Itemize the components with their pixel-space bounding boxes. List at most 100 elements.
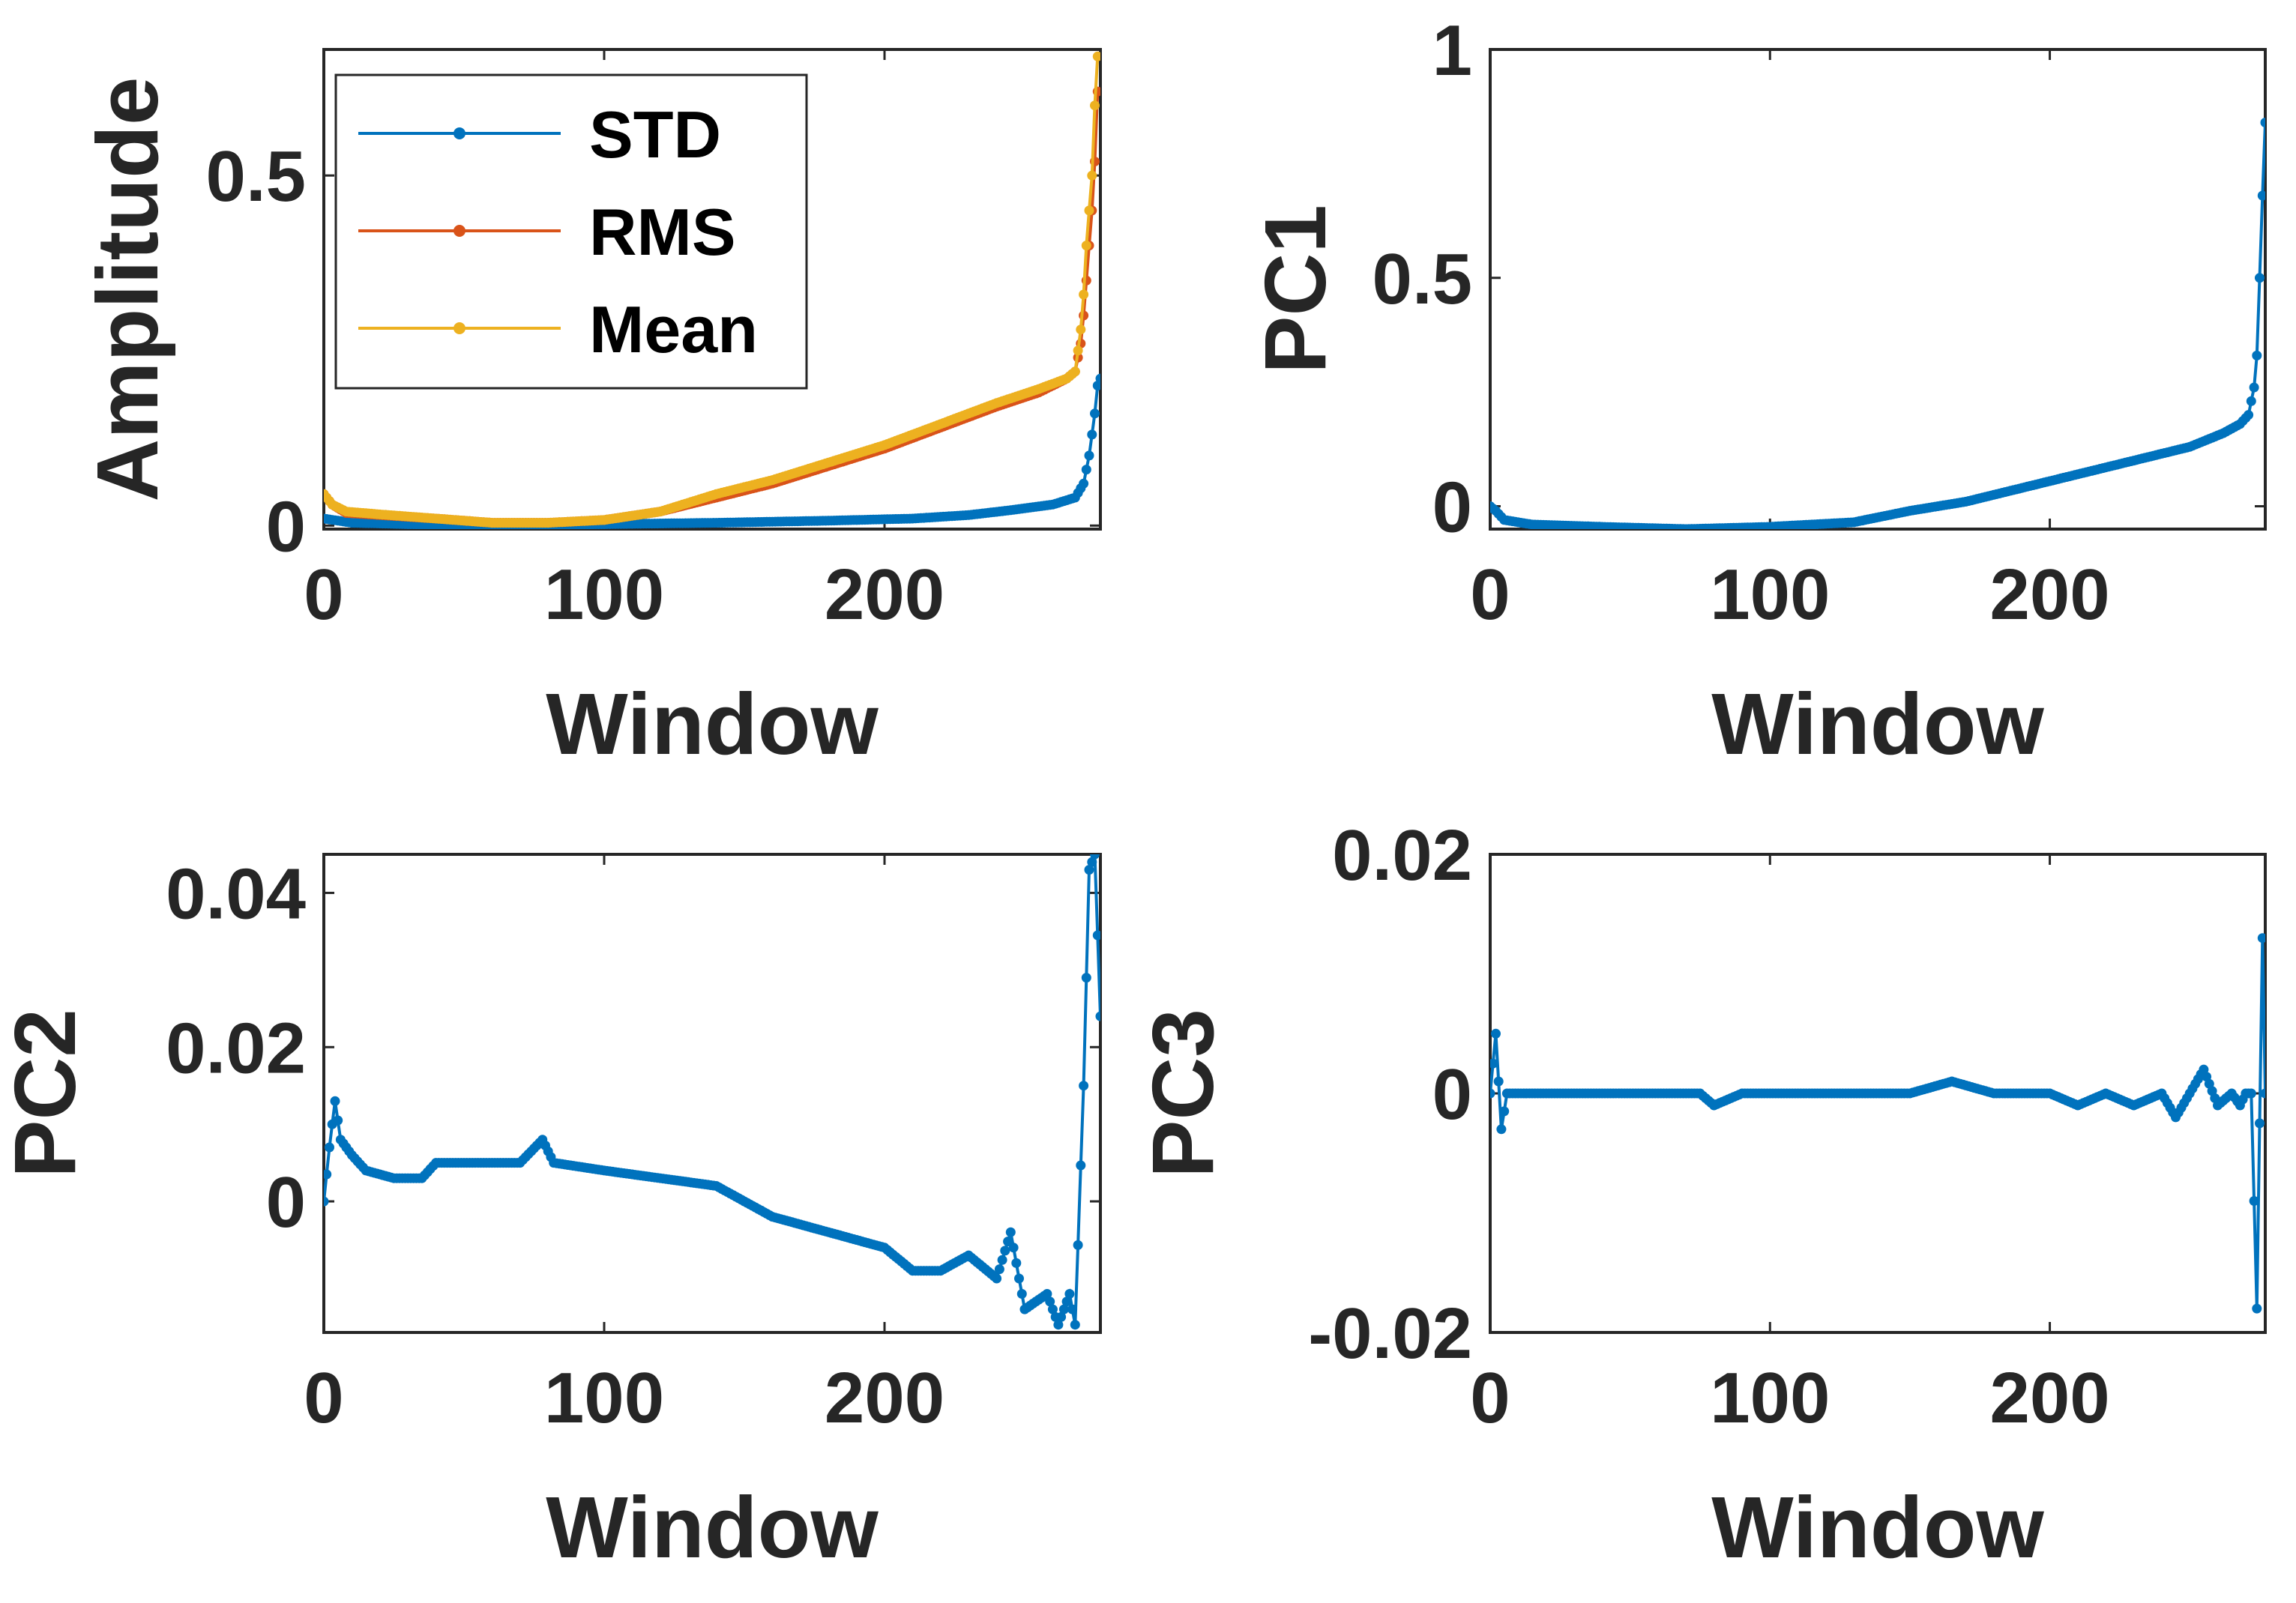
data-point [1090,100,1100,111]
data-point [1081,973,1091,983]
data-point [1070,366,1080,377]
data-point [1490,1058,1498,1069]
y-tick-label: 0 [1432,1054,1472,1135]
legend: STD RMS Mean [334,73,808,390]
data-point [1067,1304,1078,1314]
data-point [330,1096,340,1106]
data-point [1053,1320,1064,1330]
y-tick-label: 1 [1432,10,1472,91]
y-tick-label: 0.5 [206,136,306,217]
legend-swatch-marker [454,225,465,237]
data-point [1081,241,1091,251]
data-point [2260,1088,2265,1099]
panel-pc1: 0 100 200 0 0.5 1 Window PC1 [1247,10,2267,773]
x-tick-label: 100 [544,555,664,635]
data-point [1087,429,1097,440]
data-point [2257,933,2265,944]
data-point [324,1169,332,1180]
data-point [2244,410,2254,420]
data-point [1493,1076,1504,1087]
x-tick-label: 0 [1470,555,1510,635]
data-point [1073,1240,1083,1250]
data-point [1092,51,1100,61]
x-axis-label: Window [1711,675,2044,773]
x-axis-label: Window [1711,1479,2044,1576]
data-point [1008,1243,1019,1253]
data-point [325,1142,334,1153]
data-point [1491,1028,1501,1039]
y-tick-label: 0 [1432,468,1472,548]
data-point [1079,1081,1089,1091]
legend-swatch-marker [454,322,465,334]
data-point [1016,1289,1027,1299]
data-point [1014,1273,1024,1284]
data-point [1087,170,1097,181]
data-point [1084,865,1094,875]
data-point [1070,1320,1080,1330]
y-tick-label: 0.02 [166,1008,306,1088]
data-point [1042,1289,1052,1299]
data-point [1499,1106,1510,1117]
data-point [1079,289,1089,300]
y-tick-label: 0.04 [166,854,306,934]
x-tick-label: 200 [1989,1358,2109,1438]
data-point [1095,1011,1100,1021]
data-point [1084,205,1094,216]
panel-pc2: 0 100 200 0 0.02 0.04 Window PC2 [0,853,1102,1576]
y-tick-label: 0.5 [1373,239,1472,319]
legend-entry-rms: RMS [589,195,736,269]
data-point [1073,345,1083,356]
data-point [1079,478,1089,489]
x-tick-label: 200 [1989,555,2109,635]
data-point [1076,324,1086,335]
data-point [2260,118,2265,127]
data-point [1076,1160,1086,1171]
data-point [2252,350,2262,360]
axes-frame [1489,48,2267,531]
data-point [2249,1196,2259,1206]
data-point [1092,381,1100,390]
panel-amplitude: 0 100 200 0 0.5 Window Amplitude STD RMS Mean [79,48,1102,773]
data-point [1490,1088,1495,1099]
y-axis-label: PC3 [1134,1009,1232,1178]
data-point [1092,930,1100,941]
legend-swatch-marker [454,127,465,139]
series-pc1 [1490,118,2265,529]
series-mean [324,51,1100,528]
y-axis-label: Amplitude [79,76,176,501]
x-tick-label: 200 [825,555,944,635]
y-axis-label: PC2 [0,1009,94,1178]
x-tick-label: 100 [1710,555,1830,635]
data-point [1045,1296,1055,1307]
data-point [2246,396,2256,406]
data-point [1496,1124,1507,1135]
x-tick-label: 200 [825,1358,944,1438]
data-point [2255,1118,2265,1129]
y-axis-label: PC1 [1247,205,1344,374]
y-tick-label: -0.02 [1308,1293,1472,1374]
data-point [2252,1303,2262,1314]
data-point [2255,273,2265,283]
data-point [1047,1304,1058,1314]
data-point [324,1196,329,1207]
data-point [1090,408,1100,419]
data-point [1087,857,1097,867]
legend-entry-mean: Mean [589,292,758,366]
data-point [333,1115,343,1126]
data-point [1011,1258,1022,1268]
legend-entry-std: STD [589,97,721,172]
data-point [1056,1311,1067,1322]
x-tick-label: 0 [304,555,343,635]
data-point [1058,1304,1069,1314]
data-point [1084,450,1094,461]
data-point [1000,1246,1010,1256]
data-point [1005,1227,1016,1237]
y-tick-label: 0 [266,486,306,567]
data-point [992,1273,1002,1284]
data-point [1003,1237,1013,1247]
x-axis-label: Window [546,675,879,773]
x-tick-label: 0 [1470,1358,1510,1438]
data-point [997,1255,1007,1265]
